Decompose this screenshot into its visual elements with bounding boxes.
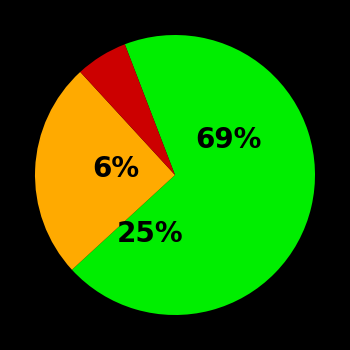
Wedge shape xyxy=(72,35,315,315)
Text: 6%: 6% xyxy=(93,155,140,183)
Text: 25%: 25% xyxy=(117,220,183,248)
Wedge shape xyxy=(80,44,175,175)
Text: 69%: 69% xyxy=(195,126,261,154)
Wedge shape xyxy=(35,72,175,270)
